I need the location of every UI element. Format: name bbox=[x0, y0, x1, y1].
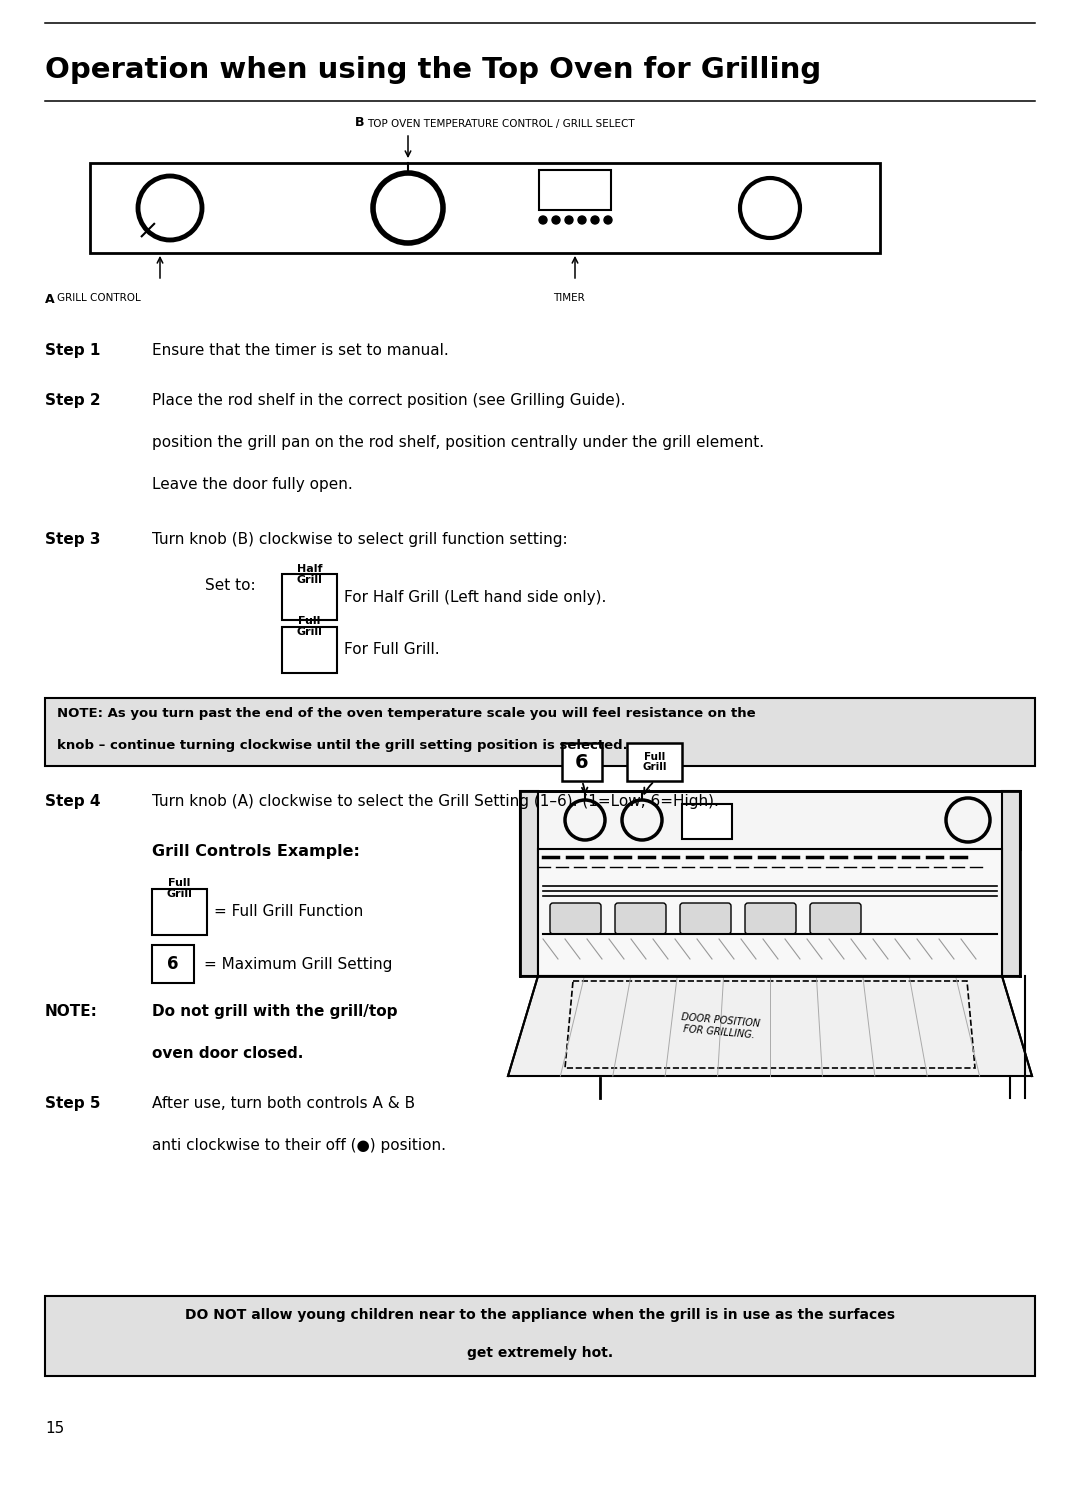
Text: 15: 15 bbox=[45, 1420, 64, 1435]
Text: oven door closed.: oven door closed. bbox=[152, 1046, 303, 1061]
FancyBboxPatch shape bbox=[282, 627, 337, 672]
Text: Step 2: Step 2 bbox=[45, 393, 100, 408]
FancyBboxPatch shape bbox=[90, 163, 880, 252]
Text: TOP OVEN TEMPERATURE CONTROL / GRILL SELECT: TOP OVEN TEMPERATURE CONTROL / GRILL SEL… bbox=[367, 119, 635, 128]
Text: B: B bbox=[355, 116, 365, 128]
Circle shape bbox=[552, 216, 561, 224]
Text: Step 5: Step 5 bbox=[45, 1097, 100, 1111]
Text: Full
Grill: Full Grill bbox=[166, 878, 192, 899]
Text: Half
Grill: Half Grill bbox=[297, 564, 323, 585]
FancyBboxPatch shape bbox=[615, 904, 666, 934]
FancyBboxPatch shape bbox=[152, 888, 207, 935]
Text: Ensure that the timer is set to manual.: Ensure that the timer is set to manual. bbox=[152, 343, 449, 358]
Polygon shape bbox=[508, 976, 1032, 1076]
FancyBboxPatch shape bbox=[680, 904, 731, 934]
Text: For Full Grill.: For Full Grill. bbox=[345, 642, 440, 657]
Circle shape bbox=[539, 216, 546, 224]
FancyBboxPatch shape bbox=[45, 698, 1035, 766]
FancyBboxPatch shape bbox=[745, 904, 796, 934]
Text: 6: 6 bbox=[167, 955, 179, 973]
Bar bbox=[519, 790, 538, 976]
Circle shape bbox=[578, 216, 586, 224]
Text: Step 3: Step 3 bbox=[45, 532, 100, 547]
Text: knob – continue turning clockwise until the grill setting position is selected.: knob – continue turning clockwise until … bbox=[57, 739, 627, 752]
Text: NOTE:: NOTE: bbox=[45, 1003, 98, 1018]
Text: Operation when using the Top Oven for Grilling: Operation when using the Top Oven for Gr… bbox=[45, 56, 821, 85]
Text: Turn knob (B) clockwise to select grill function setting:: Turn knob (B) clockwise to select grill … bbox=[152, 532, 568, 547]
FancyBboxPatch shape bbox=[810, 904, 861, 934]
Text: get extremely hot.: get extremely hot. bbox=[467, 1346, 613, 1360]
Bar bbox=[539, 171, 611, 210]
Text: DO NOT allow young children near to the appliance when the grill is in use as th: DO NOT allow young children near to the … bbox=[185, 1309, 895, 1322]
Text: Leave the door fully open.: Leave the door fully open. bbox=[152, 477, 353, 493]
FancyBboxPatch shape bbox=[152, 946, 194, 984]
Text: DOOR POSITION
FOR GRILLING.: DOOR POSITION FOR GRILLING. bbox=[679, 1012, 760, 1040]
Text: Step 1: Step 1 bbox=[45, 343, 100, 358]
Text: Turn knob (A) clockwise to select the Grill Setting (1–6). (1=Low, 6=High).: Turn knob (A) clockwise to select the Gr… bbox=[152, 793, 719, 808]
Text: Full
Grill: Full Grill bbox=[297, 616, 323, 638]
Text: GRILL CONTROL: GRILL CONTROL bbox=[57, 293, 140, 304]
Text: Grill Controls Example:: Grill Controls Example: bbox=[152, 845, 360, 860]
Text: A: A bbox=[45, 293, 55, 307]
Text: Place the rod shelf in the correct position (see Grilling Guide).: Place the rod shelf in the correct posit… bbox=[152, 393, 625, 408]
Text: Full
Grill: Full Grill bbox=[643, 752, 666, 772]
FancyBboxPatch shape bbox=[45, 1296, 1035, 1377]
Circle shape bbox=[565, 216, 573, 224]
Text: After use, turn both controls A & B: After use, turn both controls A & B bbox=[152, 1097, 415, 1111]
Text: NOTE: As you turn past the end of the oven temperature scale you will feel resis: NOTE: As you turn past the end of the ov… bbox=[57, 707, 756, 719]
FancyBboxPatch shape bbox=[627, 743, 681, 781]
Text: TIMER: TIMER bbox=[553, 293, 584, 304]
FancyBboxPatch shape bbox=[519, 790, 1020, 849]
Text: = Full Grill Function: = Full Grill Function bbox=[214, 904, 363, 919]
Bar bbox=[1002, 790, 1020, 976]
Text: position the grill pan on the rod shelf, position centrally under the grill elem: position the grill pan on the rod shelf,… bbox=[152, 435, 765, 450]
Text: anti clockwise to their off (●) position.: anti clockwise to their off (●) position… bbox=[152, 1138, 446, 1153]
Text: 6: 6 bbox=[576, 752, 589, 772]
Bar bbox=[681, 804, 732, 839]
Text: Set to:: Set to: bbox=[205, 579, 256, 594]
Circle shape bbox=[604, 216, 612, 224]
Circle shape bbox=[591, 216, 599, 224]
FancyBboxPatch shape bbox=[562, 743, 602, 781]
Text: Step 4: Step 4 bbox=[45, 793, 100, 808]
Text: For Half Grill (Left hand side only).: For Half Grill (Left hand side only). bbox=[345, 589, 606, 604]
Text: = Maximum Grill Setting: = Maximum Grill Setting bbox=[204, 956, 392, 972]
Bar bbox=[538, 849, 1002, 976]
FancyBboxPatch shape bbox=[282, 574, 337, 620]
FancyBboxPatch shape bbox=[550, 904, 600, 934]
Text: Do not grill with the grill/top: Do not grill with the grill/top bbox=[152, 1003, 397, 1018]
